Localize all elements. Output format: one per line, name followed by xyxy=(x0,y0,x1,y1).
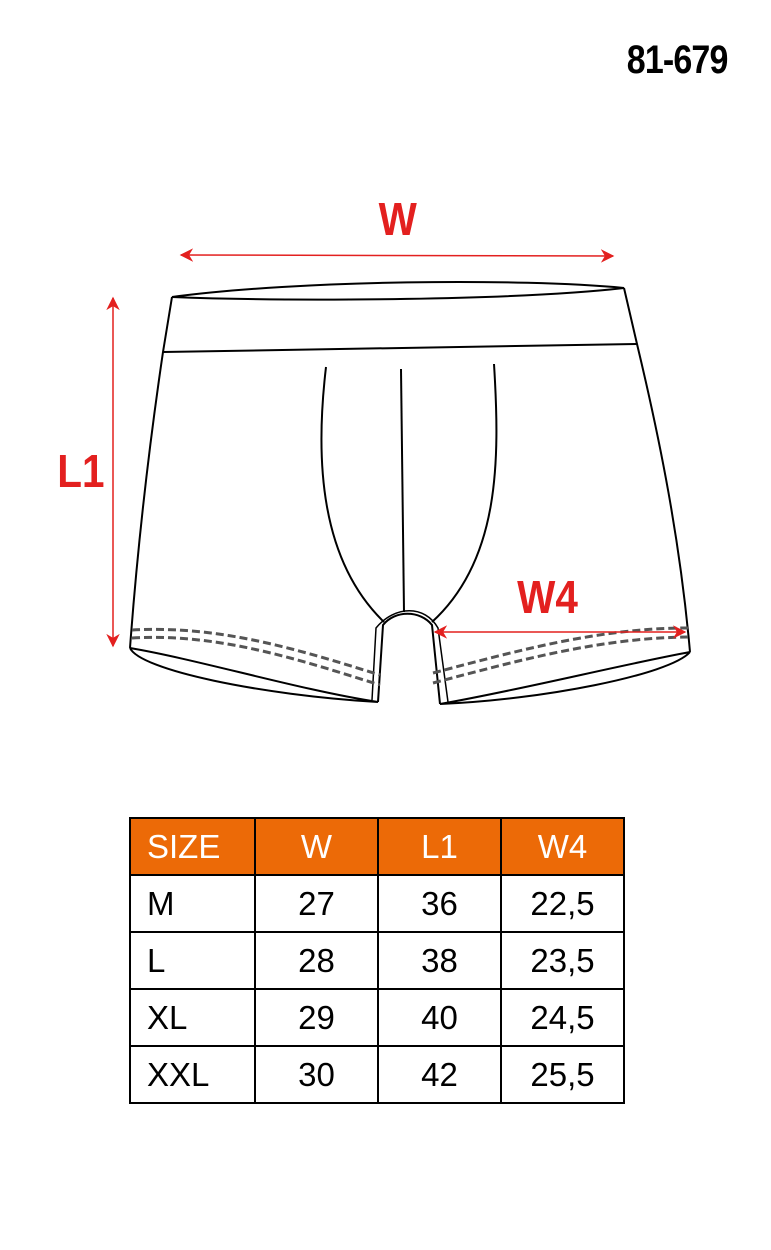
product-code: 81-679 xyxy=(627,38,729,82)
header-l1: L1 xyxy=(377,817,502,876)
table-row: M 27 36 22,5 xyxy=(129,874,625,933)
cell-w: 27 xyxy=(254,874,379,933)
cell-size: XXL xyxy=(129,1045,256,1104)
cell-size: XL xyxy=(129,988,256,1047)
cell-w: 28 xyxy=(254,931,379,990)
cell-l1: 36 xyxy=(377,874,502,933)
left-leg-opening xyxy=(129,647,379,703)
cell-l1: 42 xyxy=(377,1045,502,1104)
cell-size: L xyxy=(129,931,256,990)
boxer-briefs-illustration xyxy=(106,248,691,705)
table-row: XL 29 40 24,5 xyxy=(129,988,625,1047)
right-leg-opening xyxy=(439,651,691,705)
pouch-left xyxy=(320,366,385,623)
table-row: L 28 38 23,5 xyxy=(129,931,625,990)
leg-width-label: W4 xyxy=(517,571,578,623)
left-side xyxy=(129,296,173,649)
gusset-outer xyxy=(377,612,441,705)
pouch-right xyxy=(431,363,498,623)
cell-size: M xyxy=(129,874,256,933)
cell-l1: 38 xyxy=(377,931,502,990)
header-w: W xyxy=(254,817,379,876)
width-label: W xyxy=(378,193,417,245)
cell-w4: 24,5 xyxy=(500,988,625,1047)
right-side xyxy=(623,287,691,653)
pouch-center xyxy=(400,368,405,613)
cell-w4: 23,5 xyxy=(500,931,625,990)
size-table: SIZE W L1 W4 M 27 36 22,5 L 28 38 23,5 X… xyxy=(129,817,625,1104)
table-row: XXL 30 42 25,5 xyxy=(129,1045,625,1104)
header-size: SIZE xyxy=(129,817,256,876)
width-arrow xyxy=(179,248,615,263)
waistband-bottom xyxy=(162,343,638,353)
header-w4: W4 xyxy=(500,817,625,876)
table-header-row: SIZE W L1 W4 xyxy=(129,817,625,876)
waistband-top xyxy=(171,280,625,301)
cell-w4: 25,5 xyxy=(500,1045,625,1104)
cell-w: 29 xyxy=(254,988,379,1047)
cell-w: 30 xyxy=(254,1045,379,1104)
length-label: L1 xyxy=(57,445,105,497)
cell-w4: 22,5 xyxy=(500,874,625,933)
cell-l1: 40 xyxy=(377,988,502,1047)
